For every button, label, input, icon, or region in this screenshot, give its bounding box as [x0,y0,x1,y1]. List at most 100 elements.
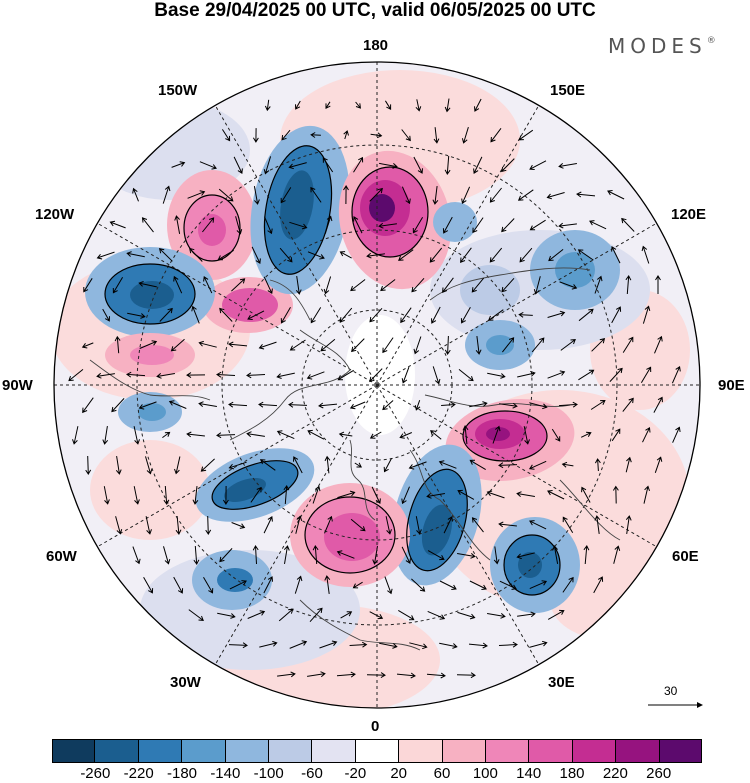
wind-vector [401,129,411,142]
wind-vector [353,156,364,173]
colorbar-tick-label: 180 [559,765,585,782]
wind-vector [295,100,301,110]
contour-lines [104,145,561,596]
high-east-siberian-sea [338,150,452,290]
colorbar-swatch [137,739,182,763]
wind-vector [320,338,336,352]
wind-vector [558,163,577,169]
colorbar-tick-label: 140 [516,765,542,782]
wind-vector [499,580,517,590]
wind-vector [355,101,361,109]
wind-vector [293,456,303,474]
wind-vector [250,486,262,503]
wind-vector [529,640,548,648]
wind-vector [531,337,545,353]
wind-vector [173,275,183,294]
modes-logo: MODES® [608,34,716,58]
colorbar-swatch [528,739,572,763]
wind-vector [589,220,607,230]
wind-vector [462,425,469,445]
colorbar-tick-label: -100 [253,765,284,782]
wind-vector [109,220,126,229]
wind-vector [96,251,115,260]
wind-vector [246,431,265,438]
wind-vector [594,458,601,472]
wind-vector [576,191,596,198]
wind-vector [642,426,651,443]
wind-vector [523,426,530,445]
wind-vector [138,281,157,288]
wind-vector [337,490,356,499]
wind-vector [307,251,325,260]
wind-vector [444,155,451,175]
wind-vector [319,640,338,649]
wind-vector [411,277,425,293]
high-europe [290,483,410,587]
wind-vector [621,217,635,232]
colorbar-swatch [311,739,355,763]
colorbar [52,739,703,763]
wind-vector [159,307,173,322]
wind-vector [322,157,334,173]
wind-vector [382,337,394,354]
wind-vector [378,222,397,229]
wind-vector [460,247,472,263]
wind-vector [578,308,594,322]
wind-vector [411,578,426,592]
wind-vector [280,306,291,324]
wind-vector [325,101,331,110]
wind-vector [625,456,632,473]
wind-vector [474,98,482,112]
wind-vector [312,485,321,504]
wind-vector [591,338,606,352]
wind-vector [309,607,323,623]
wind-vector [427,550,445,561]
wind-vector [264,99,271,112]
wind-vector [350,279,366,292]
wind-vector [217,612,236,619]
wind-vector [439,642,458,649]
wind-vector [228,461,247,470]
lon-label-60w: 60W [46,548,77,565]
wind-vector [258,401,278,408]
wind-vector [607,190,625,200]
wind-vector [672,426,681,443]
wind-vector [289,221,308,230]
wind-vector [369,431,382,439]
graticule [54,62,700,708]
wind-vector [475,336,482,355]
wind-vector [501,158,515,173]
wind-vector [498,641,518,648]
wind-vector [145,456,153,475]
wind-vector [143,576,154,594]
colorbar-tick-label: -180 [166,765,198,782]
lon-label-90e: 90E [718,377,745,394]
wind-vector [372,546,378,565]
wind-vector [429,247,443,263]
wind-vector [340,611,353,619]
wind-vector [471,517,484,533]
wind-vector [366,252,385,259]
wind-vector [401,186,411,205]
wind-vector [351,338,365,353]
wind-vector [175,515,182,535]
colorbar-swatch [354,739,399,763]
wind-vector [217,249,234,261]
wind-vector [186,372,206,379]
lon-label-120w: 120W [35,206,75,223]
wind-vector [444,335,451,355]
wind-vector [199,161,217,170]
wind-vector [499,402,518,409]
wind-vector [611,428,621,442]
wind-vector [396,672,416,679]
colorbar-swatch [181,739,225,763]
wind-vector [457,611,476,620]
wind-vector [253,186,260,205]
wind-vector [162,185,171,204]
colorbar-tick-label: -20 [344,765,367,782]
wind-vector [613,545,621,564]
coastlines [89,267,621,651]
wind-vector [486,490,505,499]
wind-vector [415,99,422,112]
wind-vector [198,340,217,348]
